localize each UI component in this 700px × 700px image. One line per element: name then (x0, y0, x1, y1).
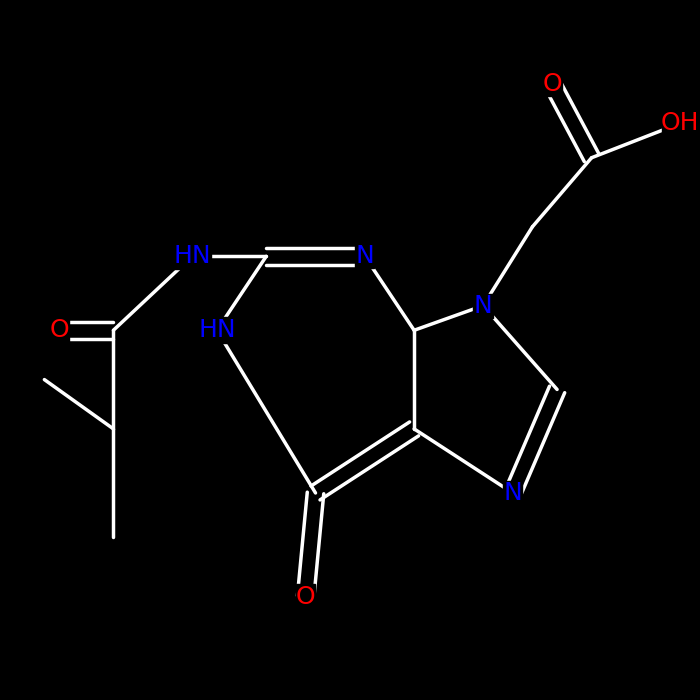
Bar (662, 110, 699, 136)
Text: HN: HN (174, 244, 211, 268)
Bar (198, 317, 236, 344)
Text: N: N (356, 244, 375, 268)
Text: O: O (542, 72, 562, 96)
Text: OH: OH (661, 111, 699, 135)
Bar (473, 293, 493, 318)
Text: HN: HN (198, 318, 236, 342)
Text: O: O (49, 318, 69, 342)
Bar (174, 243, 211, 270)
Text: N: N (474, 293, 493, 318)
Bar (542, 71, 562, 96)
Bar (296, 584, 315, 608)
Bar (50, 318, 69, 342)
Bar (503, 481, 522, 505)
Bar (355, 244, 374, 268)
Text: N: N (503, 481, 522, 505)
Text: O: O (296, 584, 316, 608)
